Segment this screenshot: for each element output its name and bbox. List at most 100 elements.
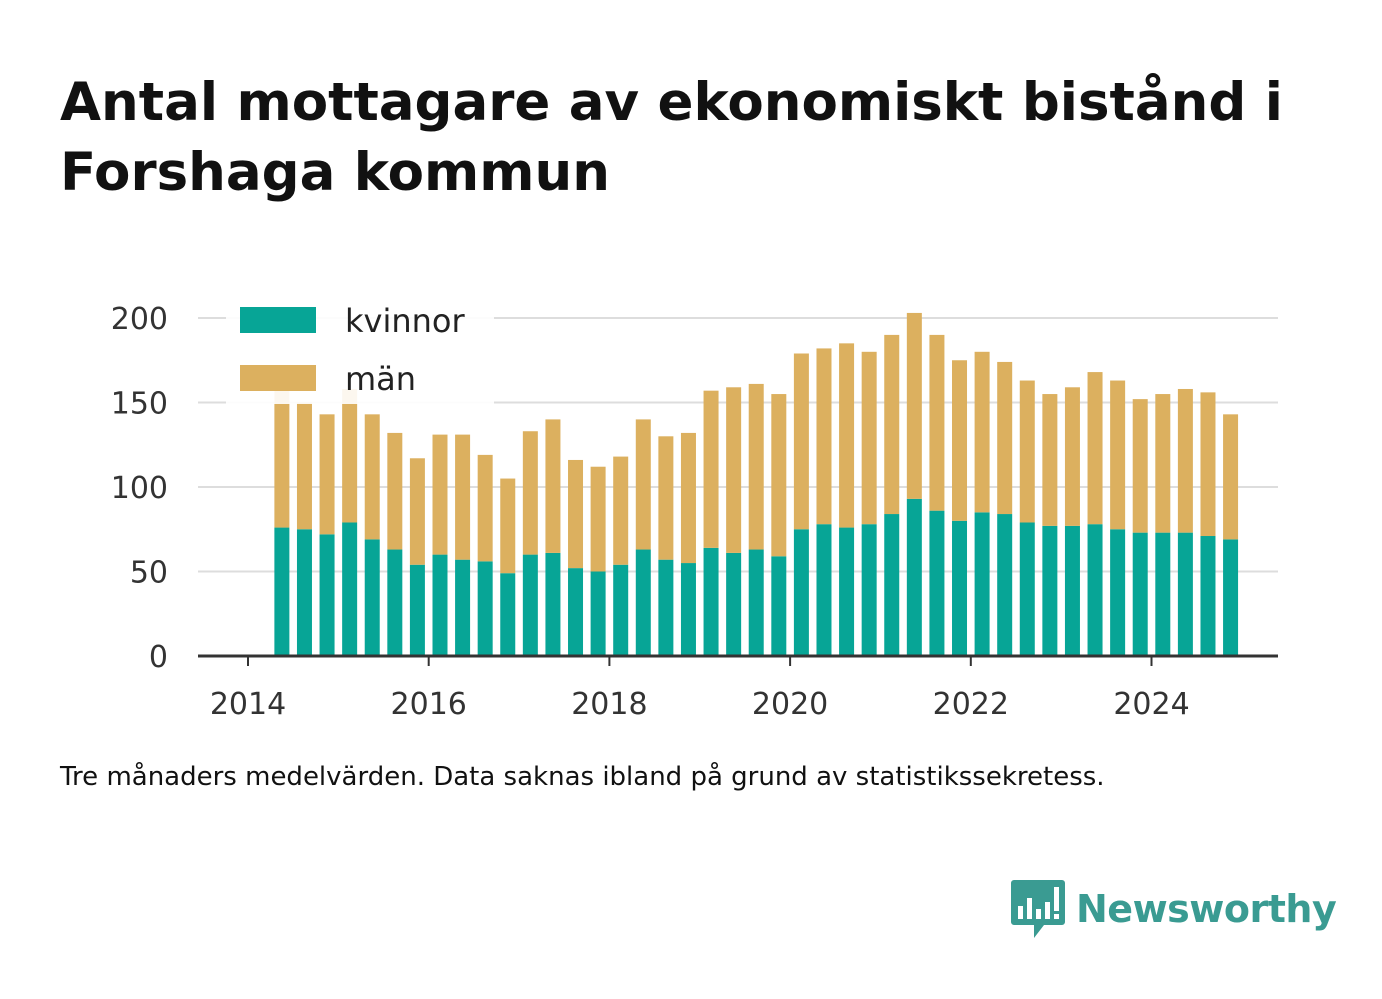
bar-man — [1155, 394, 1171, 533]
bar-man — [1132, 399, 1148, 533]
bar-kvinnor — [680, 563, 696, 656]
bar-man — [1110, 380, 1126, 530]
bar-man — [477, 454, 493, 562]
bar-man — [1223, 414, 1239, 540]
bar-man — [771, 394, 787, 557]
bar-kvinnor — [1177, 532, 1193, 656]
bar-kvinnor — [635, 549, 651, 656]
bar-kvinnor — [432, 554, 448, 656]
bar-kvinnor — [771, 556, 787, 656]
bar-man — [500, 478, 516, 574]
chart-footnote: Tre månaders medelvärden. Data saknas ib… — [60, 762, 1105, 792]
bar-man — [364, 414, 380, 540]
bar-kvinnor — [364, 539, 380, 656]
bar-man — [1042, 394, 1058, 526]
x-tick-label: 2024 — [1113, 687, 1189, 722]
y-tick-label: 0 — [149, 640, 168, 675]
x-tick-label: 2022 — [933, 687, 1009, 722]
x-tick-label: 2014 — [210, 687, 286, 722]
bar-man — [296, 402, 312, 530]
bar-man — [1177, 388, 1193, 533]
bar-kvinnor — [906, 498, 922, 656]
legend-label: män — [345, 360, 416, 398]
y-tick-label: 150 — [111, 387, 168, 422]
bar-man — [1087, 372, 1103, 525]
legend-swatch — [240, 307, 316, 333]
bar-kvinnor — [839, 527, 855, 656]
bar-man — [613, 456, 629, 565]
newsworthy-logo-icon — [1011, 880, 1065, 938]
bar-kvinnor — [658, 559, 674, 656]
bar-man — [929, 334, 945, 511]
bar-man — [748, 383, 764, 550]
legend-label: kvinnor — [345, 302, 466, 340]
bar-kvinnor — [793, 529, 809, 656]
bar-man — [861, 351, 877, 525]
bar-man — [342, 388, 358, 523]
bar-man — [1019, 380, 1035, 523]
bar-kvinnor — [545, 552, 561, 656]
bar-man — [726, 387, 742, 553]
bar-man — [455, 434, 471, 560]
bar-man — [387, 432, 403, 550]
bar-kvinnor — [342, 522, 358, 656]
chart-title: Antal mottagare av ekonomiskt bistånd i … — [60, 72, 1283, 203]
bar-kvinnor — [929, 510, 945, 656]
bar-man — [274, 378, 290, 528]
bar-man — [703, 390, 719, 548]
bar-man — [997, 361, 1013, 515]
bar-kvinnor — [1200, 536, 1216, 656]
bar-kvinnor — [861, 524, 877, 656]
bar-man — [816, 348, 832, 525]
x-tick-label: 2016 — [391, 687, 467, 722]
bar-man — [1200, 392, 1216, 537]
bar-man — [793, 353, 809, 530]
bar-man — [952, 360, 968, 521]
bar-kvinnor — [568, 568, 584, 656]
y-tick-label: 200 — [111, 302, 168, 337]
bar-kvinnor — [1019, 522, 1035, 656]
brand: Newsworthy — [1010, 876, 1337, 942]
legend-swatch — [240, 365, 316, 391]
x-tick-label: 2020 — [752, 687, 828, 722]
bar-kvinnor — [613, 564, 629, 656]
bar-kvinnor — [409, 564, 425, 656]
bar-kvinnor — [1042, 525, 1058, 656]
bar-man — [658, 436, 674, 560]
bar-man — [974, 351, 990, 513]
bar-kvinnor — [1087, 524, 1103, 656]
x-tick-label: 2018 — [571, 687, 647, 722]
bar-man — [319, 414, 335, 535]
legend: kvinnor män — [226, 292, 494, 404]
bar-kvinnor — [274, 527, 290, 656]
bar-man — [884, 334, 900, 515]
brand-name: Newsworthy — [1076, 887, 1337, 931]
bar-man — [635, 419, 651, 550]
bar-man — [1064, 387, 1080, 526]
bar-kvinnor — [974, 512, 990, 656]
bar-kvinnor — [590, 571, 606, 656]
bar-kvinnor — [703, 547, 719, 656]
bar-man — [522, 431, 538, 555]
bar-kvinnor — [726, 552, 742, 656]
y-tick-label: 50 — [130, 556, 168, 591]
chart-bars — [274, 312, 1239, 656]
bar-kvinnor — [1155, 532, 1171, 656]
bar-kvinnor — [816, 524, 832, 656]
bar-man — [432, 434, 448, 555]
bar-man — [839, 343, 855, 528]
bar-kvinnor — [1064, 525, 1080, 656]
bar-kvinnor — [748, 549, 764, 656]
y-tick-label: 100 — [111, 471, 168, 506]
bar-kvinnor — [884, 514, 900, 656]
bar-man — [590, 466, 606, 572]
bar-man — [545, 419, 561, 553]
bar-kvinnor — [455, 559, 471, 656]
bar-man — [568, 459, 584, 569]
bar-kvinnor — [477, 561, 493, 656]
bar-kvinnor — [1223, 539, 1239, 656]
bar-kvinnor — [500, 573, 516, 656]
bar-kvinnor — [296, 529, 312, 656]
axes: 0 50 100 150 200 2014 2016 2018 2020 2022 2024 — [111, 302, 1278, 722]
bar-man — [906, 312, 922, 499]
